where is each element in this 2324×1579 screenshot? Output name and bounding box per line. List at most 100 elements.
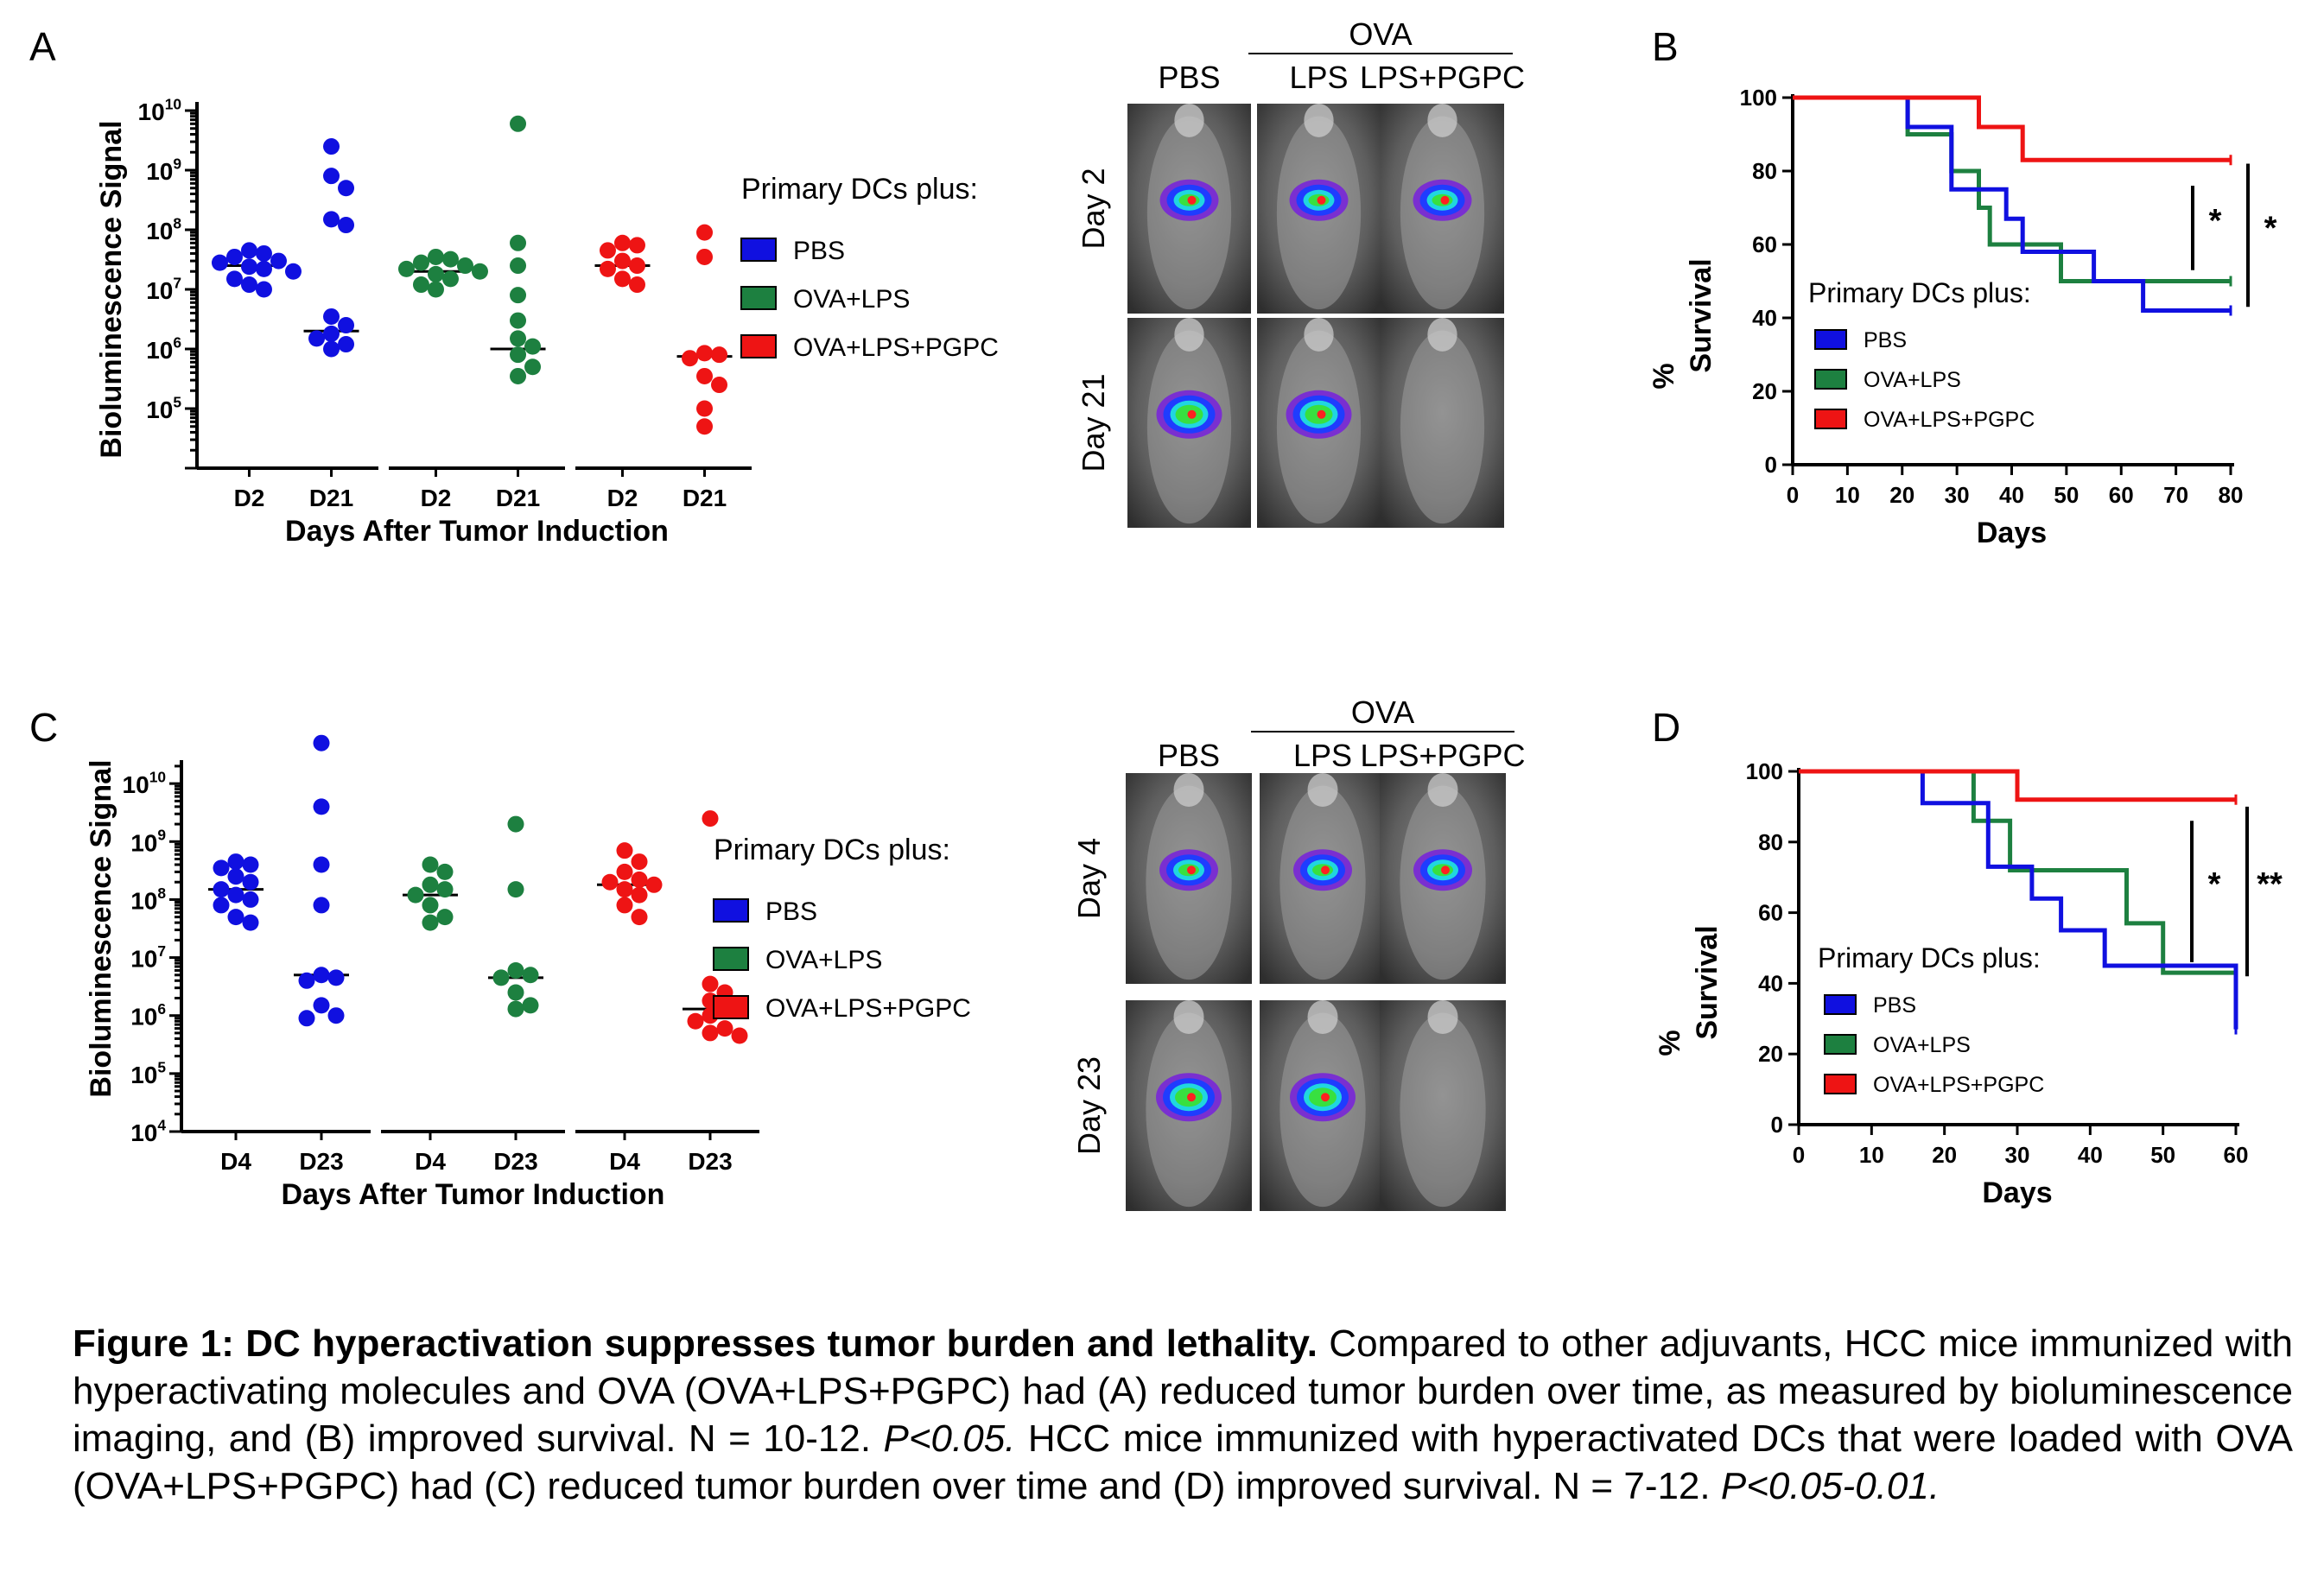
legend-swatch-ova-lps xyxy=(713,947,749,971)
data-point-ova-lps xyxy=(441,250,459,268)
data-point-pbs xyxy=(323,211,340,228)
data-point-ova-lps-pgpc xyxy=(687,1012,704,1030)
x-tick-label: 20 xyxy=(1889,482,1914,508)
data-point-ova-lps-pgpc xyxy=(696,345,714,362)
data-point-ova-lps xyxy=(510,115,527,132)
x-tick-label-d21: D21 xyxy=(309,485,353,511)
mouse-head xyxy=(1427,104,1457,137)
signal-red xyxy=(1187,1093,1196,1102)
data-point-ova-lps-pgpc xyxy=(601,873,619,891)
legend-title: Primary DCs plus: xyxy=(714,834,950,866)
x-tick-label-d23: D23 xyxy=(688,1148,732,1175)
data-point-ova-lps-pgpc xyxy=(631,871,648,888)
mouse-body xyxy=(1400,1012,1486,1208)
data-point-pbs xyxy=(227,853,244,871)
legend-label-ova-lps-pgpc: OVA+LPS+PGPC xyxy=(1873,1073,2044,1097)
data-point-ova-lps-pgpc xyxy=(631,886,648,904)
mouse-head xyxy=(1304,104,1334,137)
data-point-ova-lps-pgpc xyxy=(702,975,719,992)
data-point-ova-lps-pgpc xyxy=(702,1024,719,1042)
x-tick-label-d2: D2 xyxy=(234,485,265,511)
mouse-head xyxy=(1307,773,1338,808)
mouse-head xyxy=(1174,104,1204,137)
data-point-ova-lps xyxy=(471,263,488,280)
data-point-ova-lps xyxy=(507,1000,524,1018)
data-point-pbs xyxy=(213,897,230,914)
data-point-pbs xyxy=(313,997,330,1014)
x-axis-title: Days xyxy=(1977,517,2047,549)
panel-letter-c: C xyxy=(29,705,58,750)
data-point-ova-lps-pgpc xyxy=(631,853,648,871)
data-point-pbs xyxy=(240,258,257,276)
legend-title: Primary DCs plus: xyxy=(741,173,978,206)
signal-red xyxy=(1440,195,1450,205)
data-point-pbs xyxy=(225,270,243,288)
data-point-ova-lps xyxy=(422,914,439,931)
y-tick-label: 107 xyxy=(146,274,181,304)
data-point-ova-lps-pgpc xyxy=(616,842,633,859)
data-point-ova-lps-pgpc xyxy=(682,350,699,367)
data-point-ova-lps-pgpc xyxy=(616,897,633,914)
data-point-ova-lps xyxy=(436,863,454,880)
y-axis-percent: % xyxy=(1648,363,1680,389)
x-tick-label: 0 xyxy=(1793,1142,1805,1168)
data-point-pbs xyxy=(323,138,340,155)
x-tick-label-d21: D21 xyxy=(496,485,540,511)
data-point-ova-lps-pgpc xyxy=(613,252,631,270)
imaging-grid-a: OVA PBS LPS LPS+PGPC Day 2 Day 21 xyxy=(1076,16,1525,528)
data-point-pbs xyxy=(225,248,243,265)
data-point-pbs xyxy=(227,886,244,904)
row-label-day-21: Day 21 xyxy=(1076,373,1111,472)
column-label-pbs: PBS xyxy=(1158,738,1220,773)
data-point-pbs xyxy=(211,254,228,271)
data-point-ova-lps xyxy=(524,338,542,355)
significance-marker: * xyxy=(2264,210,2277,246)
y-tick-label: 108 xyxy=(146,214,181,244)
data-point-ova-lps-pgpc xyxy=(616,863,633,880)
data-point-pbs xyxy=(255,244,272,262)
caption-pvalue-2: P<0.05-0.01. xyxy=(1720,1465,1940,1507)
data-point-ova-lps xyxy=(507,815,524,833)
x-tick-label-d2: D2 xyxy=(421,485,452,511)
y-axis-title: Survival xyxy=(1691,925,1724,1039)
x-tick-label: 10 xyxy=(1835,482,1860,508)
data-point-pbs xyxy=(308,330,326,347)
data-point-pbs xyxy=(338,217,355,234)
column-label-lps-pgpc: LPS+PGPC xyxy=(1360,60,1525,95)
data-point-ova-lps xyxy=(427,281,444,298)
data-point-ova-lps xyxy=(456,257,473,275)
y-tick-label: 100 xyxy=(1746,758,1783,784)
caption-text-2: HCC mice immunized with hyperactivated D… xyxy=(73,1417,2293,1507)
data-point-pbs xyxy=(327,969,345,986)
imaging-grid-c: OVA PBS LPS LPS+PGPC Day 4 Day 23 xyxy=(1071,694,1526,1211)
data-point-ova-lps-pgpc xyxy=(716,1020,733,1037)
data-point-ova-lps xyxy=(422,876,439,893)
x-tick-label: 30 xyxy=(2005,1142,2030,1168)
data-point-pbs xyxy=(313,897,330,914)
data-point-pbs xyxy=(242,891,259,908)
signal-red xyxy=(1317,409,1326,419)
data-point-ova-lps-pgpc xyxy=(696,224,714,241)
data-point-ova-lps xyxy=(427,248,444,265)
data-point-ova-lps-pgpc xyxy=(599,242,616,259)
legend-swatch-pbs xyxy=(740,238,777,262)
data-point-ova-lps xyxy=(510,312,527,329)
data-point-pbs xyxy=(240,242,257,259)
legend-label-pbs: PBS xyxy=(765,897,817,926)
y-tick-label: 106 xyxy=(130,1000,166,1030)
y-tick-label: 20 xyxy=(1758,1041,1783,1067)
y-tick-label: 80 xyxy=(1758,829,1783,855)
y-tick-label: 109 xyxy=(130,827,166,857)
y-tick-label: 109 xyxy=(146,155,181,185)
y-axis-title: Survival xyxy=(1685,258,1718,372)
legend-label-ova-lps-pgpc: OVA+LPS+PGPC xyxy=(1864,408,2035,432)
data-point-pbs xyxy=(338,336,355,353)
data-point-ova-lps-pgpc xyxy=(613,270,631,288)
legend-swatch-pbs xyxy=(1814,329,1847,350)
data-point-pbs xyxy=(338,317,355,334)
data-point-ova-lps xyxy=(507,881,524,898)
data-point-ova-lps xyxy=(436,909,454,926)
data-point-ova-lps-pgpc xyxy=(711,346,728,364)
significance-marker: * xyxy=(2208,866,2221,903)
data-point-pbs xyxy=(323,325,340,342)
